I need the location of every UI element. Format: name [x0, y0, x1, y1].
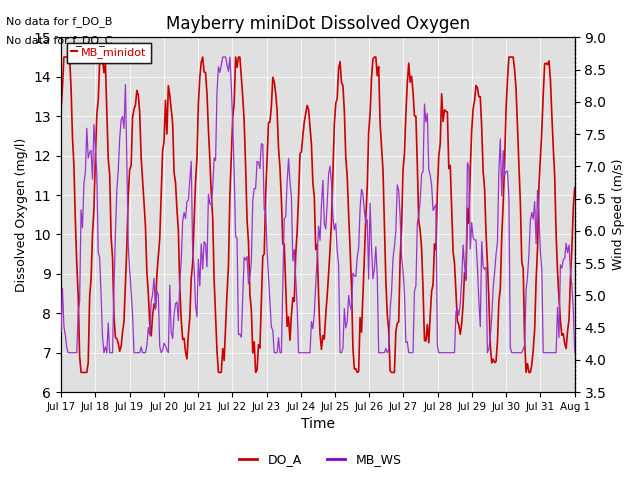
Text: No data for f_DO_B: No data for f_DO_B — [6, 16, 113, 27]
Legend: MB_minidot: MB_minidot — [67, 43, 151, 63]
Text: No data for f_DO_C: No data for f_DO_C — [6, 35, 113, 46]
X-axis label: Time: Time — [301, 418, 335, 432]
Title: Mayberry miniDot Dissolved Oxygen: Mayberry miniDot Dissolved Oxygen — [166, 15, 470, 33]
Y-axis label: Wind Speed (m/s): Wind Speed (m/s) — [612, 159, 625, 270]
Y-axis label: Dissolved Oxygen (mg/l): Dissolved Oxygen (mg/l) — [15, 138, 28, 292]
Legend: DO_A, MB_WS: DO_A, MB_WS — [234, 448, 406, 471]
